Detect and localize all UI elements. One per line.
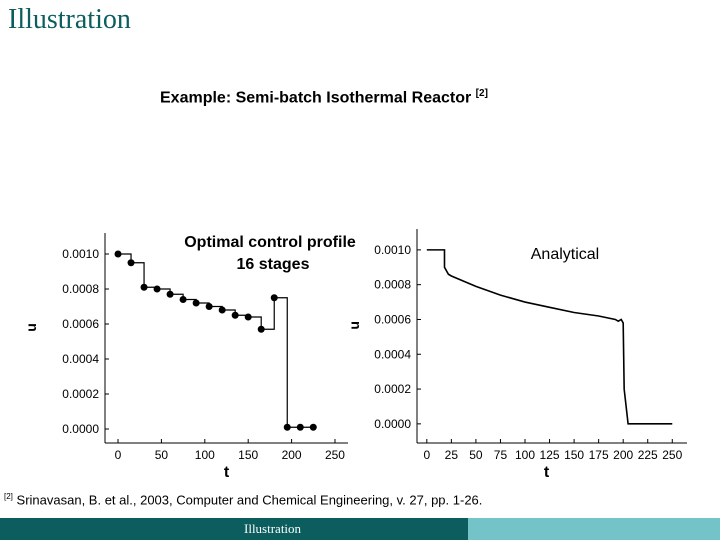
y-tick-label: 0.0010 bbox=[374, 243, 411, 257]
x-tick-label: 250 bbox=[662, 448, 682, 462]
right-chart: 0.0000 0.0002 0.0004 0.0006 0.0008 0.0010 0 25 5… bbox=[345, 225, 690, 487]
x-tick-label: 75 bbox=[494, 448, 508, 462]
x-axis-label: t bbox=[224, 464, 230, 481]
subtitle-ref: [2] bbox=[475, 88, 488, 99]
y-tick-label: 0.0008 bbox=[62, 282, 99, 296]
x-tick-label: 150 bbox=[238, 448, 258, 462]
x-tick-label: 200 bbox=[613, 448, 633, 462]
y-tick-label: 0.0002 bbox=[374, 382, 411, 396]
slide-title: Illustration bbox=[8, 4, 131, 35]
y-axis-label: u bbox=[346, 321, 362, 330]
x-tick-label: 250 bbox=[325, 448, 345, 462]
x-tick-label: 225 bbox=[638, 448, 658, 462]
y-tick-label: 0.0006 bbox=[62, 317, 99, 331]
y-tick-label: 0.0008 bbox=[374, 278, 411, 292]
x-tick-label: 125 bbox=[540, 448, 560, 462]
footer-bar: Illustration bbox=[0, 518, 720, 540]
data-point bbox=[153, 285, 161, 293]
data-point bbox=[296, 423, 304, 431]
data-point bbox=[114, 250, 122, 258]
data-point bbox=[218, 306, 226, 314]
x-tick-label: 175 bbox=[589, 448, 609, 462]
y-tick-label: 0.0000 bbox=[374, 417, 411, 431]
data-point bbox=[140, 283, 148, 291]
data-point bbox=[205, 303, 213, 310]
right-chart-svg: 0.0000 0.0002 0.0004 0.0006 0.0008 0.0010 0 25 5… bbox=[346, 229, 687, 481]
chart-subtitle: 16 stages bbox=[237, 256, 310, 273]
chart-title: Analytical bbox=[531, 246, 599, 263]
data-point bbox=[283, 423, 291, 431]
reference-text: Srinavasan, B. et al., 2003, Computer an… bbox=[16, 492, 483, 508]
x-tick-label: 150 bbox=[564, 448, 584, 462]
analytical-line bbox=[426, 249, 673, 425]
x-tick-label: 100 bbox=[195, 448, 215, 462]
data-point bbox=[127, 259, 135, 267]
data-point bbox=[244, 313, 252, 321]
y-tick-label: 0.0004 bbox=[62, 352, 99, 366]
data-point bbox=[257, 325, 265, 333]
x-tick-label: 100 bbox=[515, 448, 535, 462]
data-point bbox=[192, 299, 200, 307]
data-point bbox=[309, 423, 317, 431]
reference-mark: [2] bbox=[4, 492, 13, 501]
x-tick-label: 50 bbox=[469, 448, 483, 462]
subtitle-text: Example: Semi-batch Isothermal Reactor bbox=[160, 89, 472, 107]
slide-subtitle: Example: Semi-batch Isothermal Reactor [… bbox=[160, 88, 488, 107]
reference: [2] Srinavasan, B. et al., 2003, Compute… bbox=[4, 492, 482, 507]
data-point bbox=[166, 290, 174, 298]
footer-segment-dark bbox=[0, 518, 236, 540]
data-point bbox=[179, 296, 187, 303]
x-tick-label: 0 bbox=[423, 448, 430, 462]
data-point bbox=[270, 294, 278, 302]
x-tick-label: 50 bbox=[155, 448, 169, 462]
y-tick-label: 0.0002 bbox=[62, 387, 99, 401]
footer-label: Illustration bbox=[236, 518, 468, 540]
y-tick-label: 0.0010 bbox=[62, 247, 99, 261]
x-tick-label: 200 bbox=[282, 448, 302, 462]
x-tick-label: 0 bbox=[115, 448, 122, 462]
x-tick-label: 25 bbox=[445, 448, 459, 462]
y-tick-label: 0.0006 bbox=[374, 312, 411, 326]
footer-segment-light bbox=[468, 518, 720, 540]
control-profile-line bbox=[118, 253, 314, 428]
y-tick-label: 0.0000 bbox=[62, 422, 99, 436]
left-chart-svg: 0.0000 0.0002 0.0004 0.0006 0.0008 0.0010 0 50 1… bbox=[23, 233, 356, 481]
y-tick-label: 0.0004 bbox=[374, 347, 411, 361]
data-point bbox=[231, 311, 239, 319]
x-axis-label: t bbox=[544, 464, 550, 481]
y-axis-label: u bbox=[23, 323, 39, 332]
left-chart: 0.0000 0.0002 0.0004 0.0006 0.0008 0.0010 0 50 1… bbox=[20, 225, 370, 485]
chart-title: Optimal control profile bbox=[184, 234, 356, 251]
